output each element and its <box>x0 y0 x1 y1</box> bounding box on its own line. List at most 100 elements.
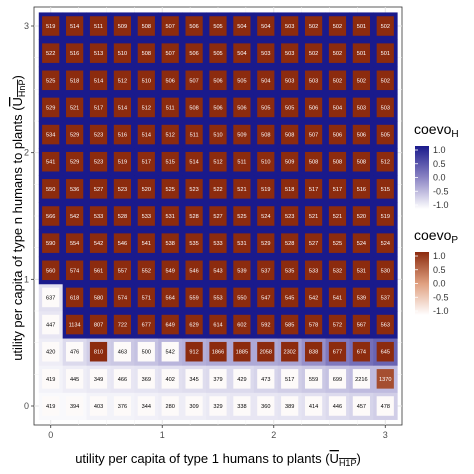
tile-inner <box>352 341 370 362</box>
cell-label: 563 <box>381 323 390 329</box>
tile-inner <box>233 287 251 308</box>
cell-label: 560 <box>46 268 55 274</box>
tile-inner <box>89 179 108 199</box>
tile-inner <box>257 70 275 91</box>
tile-inner <box>352 369 370 389</box>
cell-label: 389 <box>285 404 294 410</box>
tile-inner <box>161 260 179 281</box>
cell-label: 502 <box>309 24 318 30</box>
cell-label: 510 <box>213 133 222 139</box>
tile-inner <box>209 314 227 335</box>
cell-label: 420 <box>46 350 55 356</box>
y-tick-label: 3 <box>24 21 29 31</box>
cell-label: 519 <box>261 187 270 193</box>
cell-label: 514 <box>142 133 151 139</box>
tile-inner <box>66 124 84 145</box>
cell-label: 531 <box>237 241 246 247</box>
cell-label: 517 <box>309 187 318 193</box>
cell-label: 516 <box>70 51 79 57</box>
cell-label: 602 <box>237 323 246 329</box>
tile-inner <box>352 287 370 308</box>
legend-coevo-h: coevoH 1.0 0.5 0.0 -0.5 -1.0 <box>414 121 459 210</box>
cell-label: 478 <box>381 404 390 410</box>
cell-label: 523 <box>118 187 127 193</box>
tile-inner <box>161 233 179 253</box>
tile-inner <box>352 151 370 172</box>
tile-inner <box>137 43 155 63</box>
tile-inner <box>137 260 155 281</box>
tile-inner <box>113 151 132 172</box>
cell-label: 349 <box>94 377 103 383</box>
cell-label: 506 <box>357 133 366 139</box>
cell-label: 509 <box>237 133 246 139</box>
cell-label: 2302 <box>283 350 295 356</box>
tile-inner <box>161 287 179 308</box>
tile-inner <box>42 179 60 199</box>
cell-label: 515 <box>166 160 175 166</box>
tile-inner <box>257 396 275 416</box>
cell-label: 505 <box>381 133 390 139</box>
tile-inner <box>66 260 84 281</box>
tile-inner <box>257 287 275 308</box>
tile-inner <box>66 16 84 36</box>
tile-inner <box>304 97 323 118</box>
cell-label: 525 <box>333 241 342 247</box>
cell-label: 514 <box>118 105 127 111</box>
tile-inner <box>281 396 299 416</box>
tile-inner <box>209 43 227 63</box>
cell-label: 535 <box>189 241 198 247</box>
cell-label: 521 <box>309 214 318 220</box>
cell-label: 525 <box>46 78 55 84</box>
tile-inner <box>113 260 132 281</box>
cell-label: 506 <box>237 105 246 111</box>
cell-label: 507 <box>309 133 318 139</box>
cell-label: 535 <box>285 268 294 274</box>
cell-label: 517 <box>94 105 103 111</box>
cell-label: 566 <box>46 214 55 220</box>
tile-inner <box>304 179 323 199</box>
tile-inner <box>161 97 179 118</box>
tile-inner <box>233 369 251 389</box>
tile-inner <box>257 43 275 63</box>
tile-inner <box>304 341 323 362</box>
tile-inner <box>161 341 179 362</box>
tile-inner <box>113 43 132 63</box>
tile-inner <box>209 70 227 91</box>
tile-inner <box>328 97 347 118</box>
cell-label: 502 <box>333 51 342 57</box>
cell-label: 506 <box>189 51 198 57</box>
tile-inner <box>66 369 84 389</box>
tile-inner <box>137 206 155 226</box>
tile-inner <box>161 206 179 226</box>
tile-inner <box>209 179 227 199</box>
cell-label: 502 <box>333 24 342 30</box>
legend-h-colorbar <box>415 146 429 209</box>
tile-inner <box>328 287 347 308</box>
cell-label: 447 <box>46 323 55 329</box>
cell-label: 530 <box>381 268 390 274</box>
tile-inner <box>233 124 251 145</box>
tile-inner <box>113 206 132 226</box>
cell-label: 519 <box>46 24 55 30</box>
cell-label: 533 <box>142 214 151 220</box>
tile-inner <box>328 151 347 172</box>
cell-label: 524 <box>381 241 390 247</box>
cell-label: 677 <box>333 350 342 356</box>
cell-label: 505 <box>213 24 222 30</box>
cell-label: 519 <box>381 214 390 220</box>
tile-inner <box>42 151 60 172</box>
tile-inner <box>42 124 60 145</box>
tile-inner <box>304 206 323 226</box>
cell-label: 508 <box>285 133 294 139</box>
cell-label: 414 <box>309 404 318 410</box>
cell-label: 504 <box>237 24 246 30</box>
cell-label: 1370 <box>379 377 391 383</box>
cell-label: 538 <box>166 241 175 247</box>
cell-label: 507 <box>166 24 175 30</box>
y-tick-label: 0 <box>24 401 29 411</box>
cell-label: 574 <box>70 268 79 274</box>
tile-inner <box>352 124 370 145</box>
tile-inner <box>89 70 108 91</box>
cell-label: 537 <box>381 295 390 301</box>
